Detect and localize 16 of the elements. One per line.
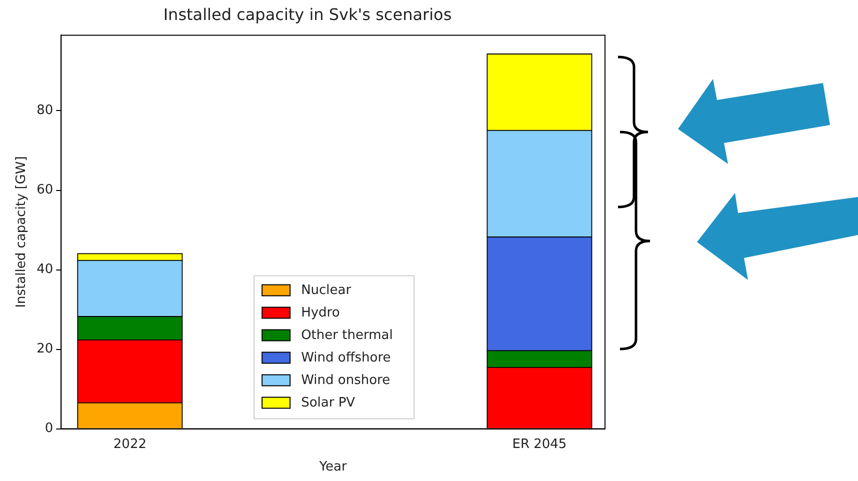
chart-title: Installed capacity in Svk's scenarios — [163, 4, 452, 24]
y-tick-label: 20 — [36, 342, 54, 357]
x-tick-label: 2022 — [113, 436, 146, 452]
legend-label: Other thermal — [301, 328, 393, 344]
legend-label: Nuclear — [301, 283, 352, 298]
legend-label: Solar PV — [301, 396, 356, 411]
x-tick-label: ER 2045 — [512, 436, 567, 452]
y-tick-label: 80 — [36, 103, 54, 118]
legend-label: Wind offshore — [301, 350, 391, 366]
x-axis-title: Year — [318, 460, 348, 475]
legend-label: Hydro — [301, 306, 340, 321]
y-axis-title: Installed capacity [GW] — [14, 156, 30, 308]
y-tick-label: 0 — [44, 421, 54, 436]
legend-label: Wind onshore — [301, 373, 390, 388]
y-tick-label: 60 — [36, 182, 54, 198]
y-tick-label: 40 — [36, 262, 54, 278]
